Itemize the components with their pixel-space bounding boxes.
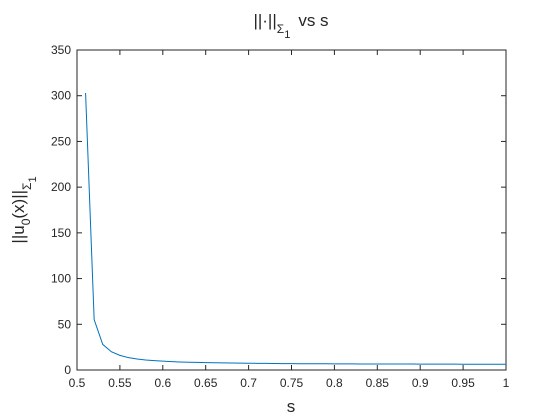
x-axis-label: s <box>287 397 296 416</box>
x-tick-label: 0.55 <box>108 376 132 390</box>
y-tick-label: 250 <box>51 134 71 148</box>
title-part: vs s <box>298 11 328 30</box>
x-tick-label: 0.95 <box>451 376 475 390</box>
x-tick-label: 1 <box>503 376 510 390</box>
ylabel-sub: 0 <box>19 218 33 225</box>
ylabel-sub: Σ <box>20 183 34 190</box>
x-tick-label: 0.85 <box>366 376 390 390</box>
y-tick-label: 150 <box>51 226 71 240</box>
x-tick-label: 0.75 <box>280 376 304 390</box>
x-tick-label: 0.65 <box>194 376 218 390</box>
y-tick-label: 300 <box>51 89 71 103</box>
title-subsub: 1 <box>284 29 290 41</box>
y-tick-label: 100 <box>51 272 71 286</box>
x-tick-label: 0.8 <box>326 376 343 390</box>
ylabel-part: ||u <box>9 225 28 243</box>
title-sub: Σ <box>277 22 284 36</box>
y-tick-label: 0 <box>64 363 71 377</box>
ylabel-part: (x)|| <box>9 190 28 219</box>
x-tick-label: 0.7 <box>240 376 257 390</box>
ylabel-subsub: 1 <box>27 176 39 182</box>
y-tick-label: 350 <box>51 43 71 57</box>
y-tick-label: 50 <box>58 317 72 331</box>
x-tick-label: 0.5 <box>69 376 86 390</box>
title-part: ||·|| <box>253 11 276 30</box>
y-axis-label: ||u0(x)||Σ1 <box>9 176 39 243</box>
x-tick-label: 0.9 <box>412 376 429 390</box>
line-series <box>85 92 506 365</box>
chart-title: ||·||Σ1 vs s <box>253 11 328 41</box>
x-tick-label: 0.6 <box>154 376 171 390</box>
y-tick-label: 200 <box>51 180 71 194</box>
